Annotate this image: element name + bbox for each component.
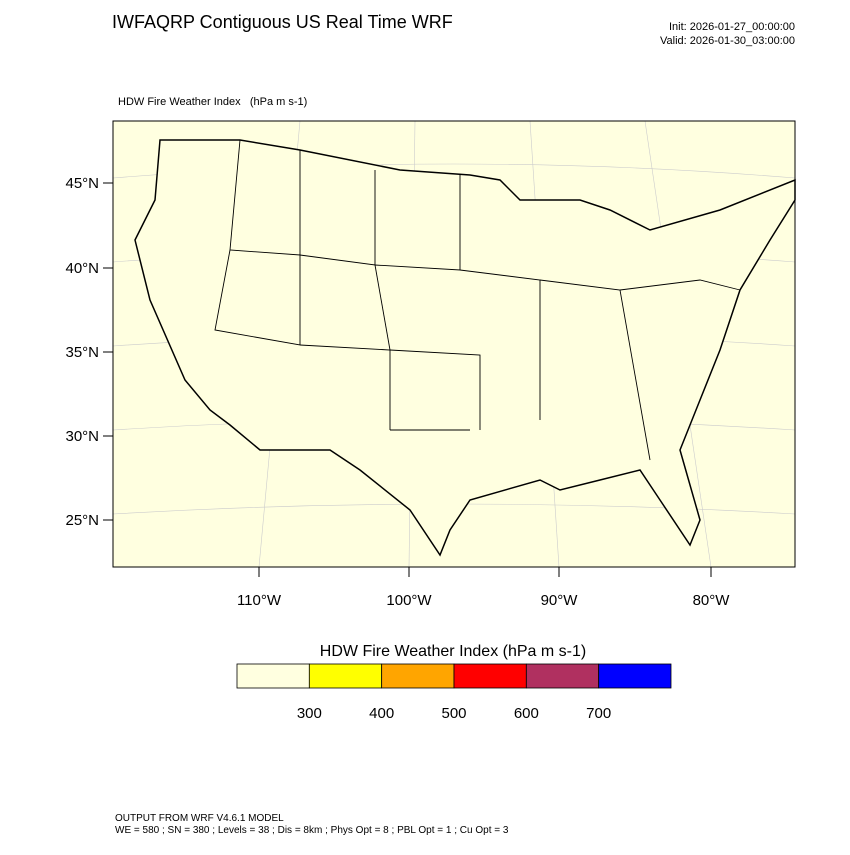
lon-label: 100°W bbox=[386, 592, 432, 609]
colorbar-tick-label: 300 bbox=[297, 705, 322, 722]
init-time: Init: 2026-01-27_00:00:00 bbox=[669, 21, 795, 33]
field-label: HDW Fire Weather Index (hPa m s-1) bbox=[118, 96, 307, 108]
footer-line2: WE = 580 ; SN = 380 ; Levels = 38 ; Dis … bbox=[115, 825, 509, 836]
map bbox=[112, 120, 796, 568]
lat-label: 45°N bbox=[65, 175, 99, 192]
state-lines bbox=[214, 139, 741, 461]
colorbar-box bbox=[525, 663, 600, 689]
lat-label: 25°N bbox=[65, 512, 99, 529]
colorbar-tick-label: 400 bbox=[369, 705, 394, 722]
colorbar-box bbox=[308, 663, 383, 689]
lon-label: 90°W bbox=[541, 592, 579, 609]
colorbar-box bbox=[453, 663, 527, 689]
colorbar-box bbox=[598, 663, 672, 689]
map-frame bbox=[112, 120, 796, 568]
colorbar-tick-label: 700 bbox=[586, 705, 611, 722]
lat-label: 30°N bbox=[65, 428, 99, 445]
colorbar-box bbox=[236, 663, 310, 689]
lat-label: 35°N bbox=[65, 344, 99, 361]
footer-line1: OUTPUT FROM WRF V4.6.1 MODEL bbox=[115, 813, 284, 824]
colorbar-title: HDW Fire Weather Index (hPa m s-1) bbox=[320, 643, 586, 660]
valid-time: Valid: 2026-01-30_03:00:00 bbox=[660, 35, 795, 47]
lon-label: 80°W bbox=[693, 592, 731, 609]
colorbar-box bbox=[381, 663, 455, 689]
lat-label: 40°N bbox=[65, 260, 99, 277]
title: IWFAQRP Contiguous US Real Time WRF bbox=[112, 12, 453, 32]
colorbar-tick-label: 600 bbox=[514, 705, 539, 722]
lon-label: 110°W bbox=[237, 592, 282, 609]
colorbar-tick-label: 500 bbox=[441, 705, 466, 722]
